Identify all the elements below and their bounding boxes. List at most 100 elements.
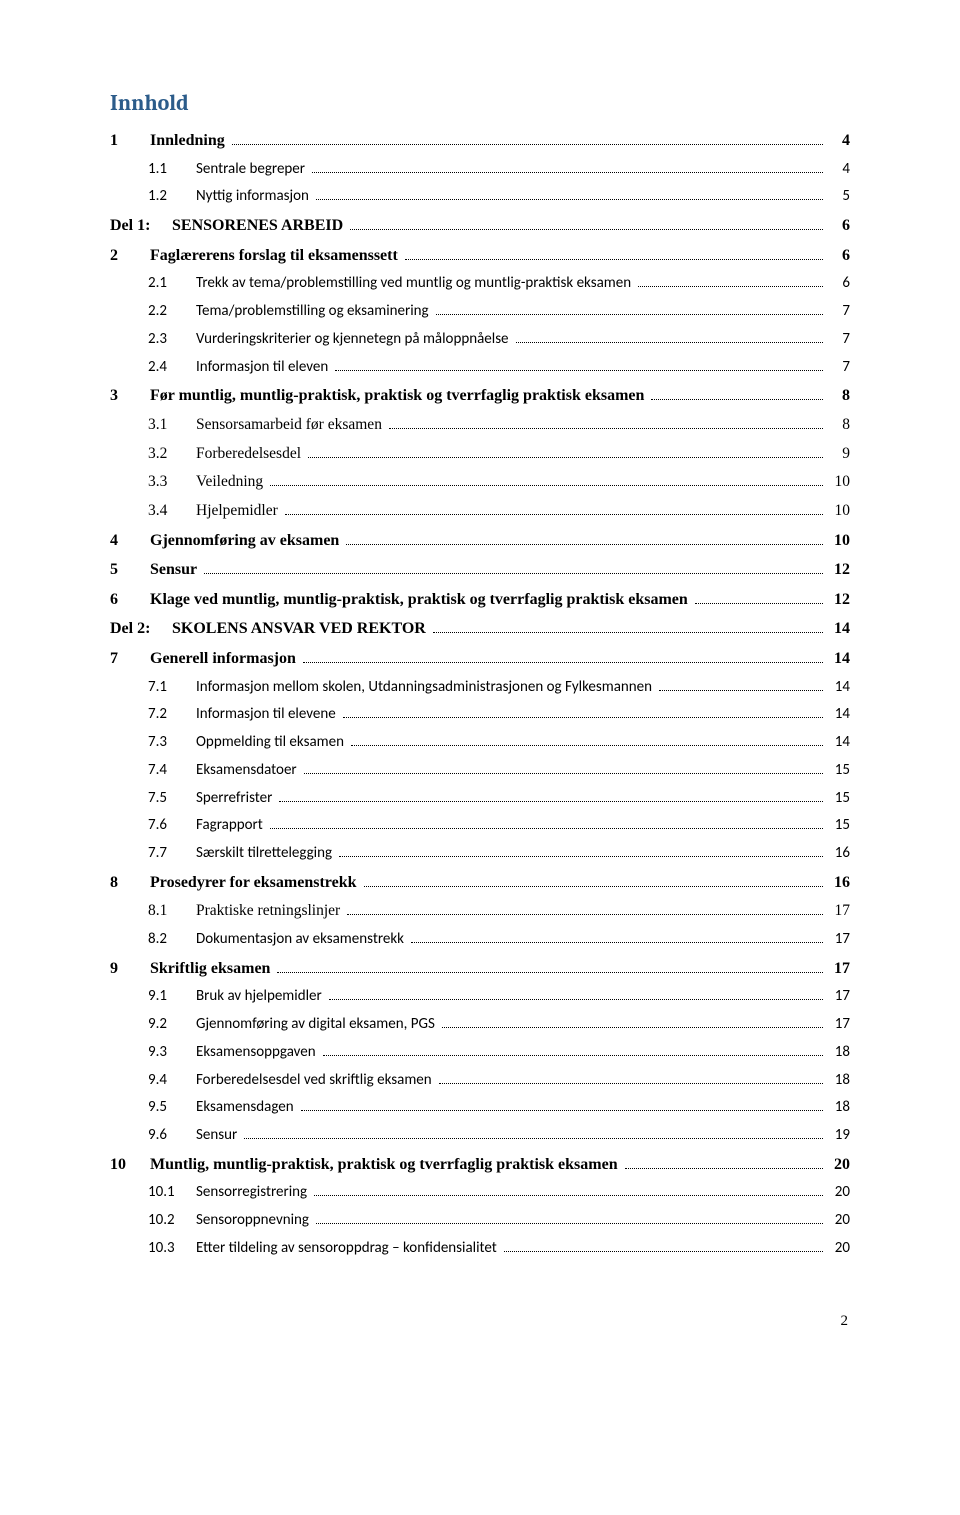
toc-entry[interactable]: 10.1Sensorregistrering20 bbox=[110, 1179, 850, 1207]
toc-entry-text: Dokumentasjon av eksamenstrekk bbox=[196, 926, 408, 954]
toc-entry-page: 6 bbox=[826, 270, 850, 298]
toc-entry-number: 8 bbox=[110, 868, 150, 898]
toc-entry[interactable]: 3.1Sensorsamarbeid før eksamen8 bbox=[110, 411, 850, 440]
toc-title: Innhold bbox=[110, 90, 850, 116]
toc-entry-page: 17 bbox=[826, 897, 850, 926]
toc-dot-leader bbox=[405, 259, 823, 260]
toc-dot-leader bbox=[244, 1138, 823, 1139]
toc-entry-number: 8.2 bbox=[148, 926, 196, 954]
toc-entry[interactable]: 2.3Vurderingskriterier og kjennetegn på … bbox=[110, 326, 850, 354]
toc-entry[interactable]: 10.3Etter tildeling av sensoroppdrag – k… bbox=[110, 1235, 850, 1263]
toc-entry[interactable]: 9Skriftlig eksamen17 bbox=[110, 954, 850, 984]
toc-entry[interactable]: 7.7Særskilt tilrettelegging16 bbox=[110, 840, 850, 868]
toc-entry-page: 10 bbox=[826, 526, 850, 556]
toc-entry[interactable]: 4Gjennomføring av eksamen10 bbox=[110, 526, 850, 556]
toc-entry-number: 9.5 bbox=[148, 1094, 196, 1122]
toc-entry[interactable]: 9.3Eksamensoppgaven18 bbox=[110, 1039, 850, 1067]
toc-entry-page: 15 bbox=[826, 785, 850, 813]
toc-entry[interactable]: 7.6Fagrapport15 bbox=[110, 812, 850, 840]
toc-dot-leader bbox=[314, 1195, 823, 1196]
toc-entry-text: Nyttig informasjon bbox=[196, 183, 313, 211]
toc-entry-page: 16 bbox=[826, 840, 850, 868]
toc-entry[interactable]: 7Generell informasjon14 bbox=[110, 644, 850, 674]
toc-entry[interactable]: 1.2Nyttig informasjon5 bbox=[110, 183, 850, 211]
toc-entry-number: 3 bbox=[110, 381, 150, 411]
toc-entry[interactable]: 3.2Forberedelsesdel9 bbox=[110, 440, 850, 469]
toc-entry-text: Sperrefrister bbox=[196, 785, 276, 813]
toc-entry-page: 8 bbox=[826, 411, 850, 440]
toc-entry-page: 20 bbox=[826, 1235, 850, 1263]
toc-entry[interactable]: Del 1:SENSORENES ARBEID6 bbox=[110, 211, 850, 241]
toc-entry[interactable]: 8.2Dokumentasjon av eksamenstrekk17 bbox=[110, 926, 850, 954]
toc-entry-text: Sensoroppnevning bbox=[196, 1207, 313, 1235]
toc-dot-leader bbox=[364, 886, 824, 887]
toc-entry-text: SKOLENS ANSVAR VED REKTOR bbox=[172, 614, 430, 644]
toc-entry[interactable]: Del 2:SKOLENS ANSVAR VED REKTOR14 bbox=[110, 614, 850, 644]
toc-entry-page: 4 bbox=[826, 126, 850, 156]
toc-entry[interactable]: 9.6Sensur19 bbox=[110, 1122, 850, 1150]
toc-entry-text: Vurderingskriterier og kjennetegn på mål… bbox=[196, 326, 513, 354]
toc-entry-text: Generell informasjon bbox=[150, 644, 300, 674]
toc-entry-number: 7.6 bbox=[148, 812, 196, 840]
toc-entry-page: 17 bbox=[826, 954, 850, 984]
toc-entry-page: 14 bbox=[826, 701, 850, 729]
toc-entry[interactable]: 9.2Gjennomføring av digital eksamen, PGS… bbox=[110, 1011, 850, 1039]
toc-entry[interactable]: 2.1Trekk av tema/problemstilling ved mun… bbox=[110, 270, 850, 298]
toc-dot-leader bbox=[308, 457, 823, 458]
toc-dot-leader bbox=[389, 428, 823, 429]
toc-entry-text: Sensorregistrering bbox=[196, 1179, 311, 1207]
toc-dot-leader bbox=[270, 485, 823, 486]
toc-entry[interactable]: 3.4Hjelpemidler10 bbox=[110, 497, 850, 526]
toc-entry-number: 3.4 bbox=[148, 497, 196, 526]
toc-entry[interactable]: 9.5Eksamensdagen18 bbox=[110, 1094, 850, 1122]
toc-entry[interactable]: 5Sensur12 bbox=[110, 555, 850, 585]
toc-entry-page: 6 bbox=[826, 211, 850, 241]
toc-entry[interactable]: 7.1Informasjon mellom skolen, Utdannings… bbox=[110, 674, 850, 702]
toc-entry-page: 18 bbox=[826, 1067, 850, 1095]
toc-entry[interactable]: 2Faglærerens forslag til eksamenssett6 bbox=[110, 241, 850, 271]
toc-entry-number: 2.1 bbox=[148, 270, 196, 298]
toc-entry[interactable]: 7.4Eksamensdatoer15 bbox=[110, 757, 850, 785]
toc-entry-page: 12 bbox=[826, 585, 850, 615]
toc-entry-number: 8.1 bbox=[148, 897, 196, 926]
toc-entry-number: 10.1 bbox=[148, 1179, 196, 1207]
toc-entry-page: 17 bbox=[826, 983, 850, 1011]
toc-entry[interactable]: 9.1Bruk av hjelpemidler17 bbox=[110, 983, 850, 1011]
toc-entry-text: Prosedyrer for eksamenstrekk bbox=[150, 868, 361, 898]
toc-entry-number: 10 bbox=[110, 1150, 150, 1180]
toc-entry-text: Skriftlig eksamen bbox=[150, 954, 274, 984]
toc-entry-number: 9.6 bbox=[148, 1122, 196, 1150]
toc-entry[interactable]: 8Prosedyrer for eksamenstrekk16 bbox=[110, 868, 850, 898]
toc-entry[interactable]: 3.3Veiledning10 bbox=[110, 468, 850, 497]
toc-entry-number: 7 bbox=[110, 644, 150, 674]
toc-dot-leader bbox=[346, 544, 823, 545]
toc-entry[interactable]: 7.5Sperrefrister15 bbox=[110, 785, 850, 813]
toc-entry[interactable]: 3Før muntlig, muntlig-praktisk, praktisk… bbox=[110, 381, 850, 411]
toc-entry[interactable]: 6Klage ved muntlig, muntlig-praktisk, pr… bbox=[110, 585, 850, 615]
toc-entry-text: Eksamensoppgaven bbox=[196, 1039, 320, 1067]
toc-entry-text: SENSORENES ARBEID bbox=[172, 211, 347, 241]
toc-entry[interactable]: 9.4Forberedelsesdel ved skriftlig eksame… bbox=[110, 1067, 850, 1095]
toc-entry[interactable]: 7.3Oppmelding til eksamen14 bbox=[110, 729, 850, 757]
toc-entry-text: Etter tildeling av sensoroppdrag – konfi… bbox=[196, 1235, 501, 1263]
toc-entry[interactable]: 1.1Sentrale begreper4 bbox=[110, 156, 850, 184]
toc-dot-leader bbox=[433, 632, 823, 633]
toc-dot-leader bbox=[277, 972, 823, 973]
toc-entry-page: 7 bbox=[826, 298, 850, 326]
toc-entry[interactable]: 10Muntlig, muntlig-praktisk, praktisk og… bbox=[110, 1150, 850, 1180]
toc-dot-leader bbox=[411, 942, 823, 943]
toc-entry-number: 2.3 bbox=[148, 326, 196, 354]
toc-entry-text: Informasjon mellom skolen, Utdanningsadm… bbox=[196, 674, 656, 702]
toc-entry[interactable]: 1Innledning4 bbox=[110, 126, 850, 156]
toc-entry-text: Muntlig, muntlig-praktisk, praktisk og t… bbox=[150, 1150, 622, 1180]
toc-entry[interactable]: 10.2Sensoroppnevning20 bbox=[110, 1207, 850, 1235]
toc-entry[interactable]: 2.4Informasjon til eleven7 bbox=[110, 354, 850, 382]
toc-entry-number: 10.3 bbox=[148, 1235, 196, 1263]
toc-entry[interactable]: 8.1Praktiske retningslinjer17 bbox=[110, 897, 850, 926]
toc-entry-page: 20 bbox=[826, 1150, 850, 1180]
toc-entry-number: 7.2 bbox=[148, 701, 196, 729]
toc-entry-text: Sentrale begreper bbox=[196, 156, 309, 184]
toc-entry[interactable]: 7.2Informasjon til elevene14 bbox=[110, 701, 850, 729]
toc-entry-page: 10 bbox=[826, 468, 850, 497]
toc-entry[interactable]: 2.2Tema/problemstilling og eksaminering7 bbox=[110, 298, 850, 326]
